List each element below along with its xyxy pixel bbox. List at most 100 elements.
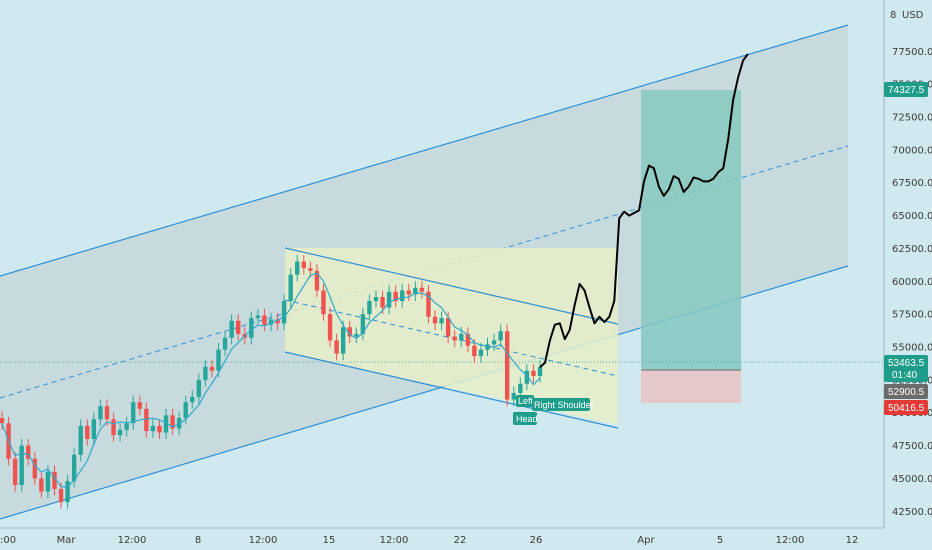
candle-body [518, 383, 523, 394]
candle-body [504, 331, 510, 400]
candle-body [531, 370, 536, 376]
price-tick-label: 55000.0 [892, 343, 932, 354]
moving-average-line [1, 272, 541, 488]
flag-median-line[interactable] [284, 299, 619, 377]
candle-body [367, 301, 372, 315]
time-tick-label: 12:00 [380, 535, 409, 546]
time-tick-label: Mar [57, 535, 77, 546]
candle-body [45, 471, 51, 492]
candle-body [85, 425, 90, 440]
price-tick-label: 72500.0 [892, 113, 932, 124]
currency-label: USD [902, 10, 924, 21]
time-tick-label: 22 [454, 535, 467, 546]
candle-body [235, 320, 241, 334]
candle-body [190, 396, 195, 403]
candle-body [131, 402, 136, 424]
candle-body [209, 366, 215, 371]
candle-body [26, 445, 31, 459]
current-price-tag[interactable] [884, 355, 928, 382]
candle-body [39, 478, 44, 492]
time-tick-label: Apr [637, 535, 655, 546]
candle-body [19, 445, 24, 486]
candle-body [137, 402, 142, 409]
price-tick-label: 67500.0 [892, 178, 932, 189]
price-tick-label: 70000.0 [892, 145, 932, 156]
candle-body [386, 291, 392, 308]
candle-body [183, 402, 188, 418]
left-shoulder-tag[interactable] [516, 395, 534, 407]
candle-body [413, 287, 418, 295]
candle-body [163, 415, 169, 433]
stop-price-tag[interactable] [884, 400, 928, 415]
time-tick-labels: :00 Mar 12:00 8 12:00 15 12:00 22 26 Apr 5 12:00 12 [0, 535, 858, 546]
candle-body [452, 336, 457, 341]
candle-body [275, 319, 280, 324]
channel-upper-line[interactable] [0, 24, 849, 277]
target-price-tag[interactable] [884, 82, 928, 97]
candle-body [432, 316, 438, 324]
candle-body [78, 425, 83, 455]
candle-body [268, 319, 274, 325]
candle-body [157, 425, 162, 433]
right-shoulder-tag[interactable] [532, 398, 590, 411]
head-tag[interactable] [513, 412, 537, 425]
price-tick-label: 42500.0 [892, 507, 932, 518]
candle-body [439, 318, 444, 324]
price-tick-label: 77500.0 [892, 47, 932, 58]
candle-body [426, 291, 431, 317]
candle-body [255, 315, 261, 319]
time-tick-label: 26 [530, 535, 543, 546]
candle-body [445, 318, 451, 337]
candle-body [360, 314, 366, 334]
loss-zone[interactable] [641, 370, 741, 403]
candle-body [524, 370, 530, 384]
candle-body [498, 331, 503, 341]
flag-lower-line[interactable] [284, 351, 619, 429]
flag-upper-line[interactable] [284, 247, 619, 325]
candle-body [222, 337, 228, 350]
time-tick-label: 5 [717, 535, 723, 546]
right-shoulder-label: Right Shoulder [534, 400, 594, 410]
candle-body [301, 261, 307, 269]
candle-body [347, 327, 352, 337]
candle-body [150, 425, 156, 432]
candle-body [406, 290, 411, 295]
candle-body [111, 419, 116, 436]
candle-body [262, 315, 267, 325]
candle-body [71, 454, 77, 482]
candle-body [117, 429, 123, 436]
projection-path[interactable] [539, 53, 749, 368]
candle-body [104, 406, 110, 420]
candle-body [478, 349, 484, 357]
current-price-value: 53463.5 [888, 358, 925, 369]
candle-body [537, 366, 543, 376]
candle-body [288, 274, 293, 302]
candle-body [98, 406, 103, 420]
time-axis[interactable] [0, 528, 932, 550]
candle-body [511, 393, 516, 400]
candle-body [52, 471, 57, 489]
candle-body [32, 458, 38, 479]
candle-body [281, 301, 287, 324]
time-tick-label: 12:00 [118, 535, 147, 546]
candle-body [91, 419, 97, 440]
candle-body [340, 327, 346, 354]
price-tick-label: 62500.0 [892, 244, 932, 255]
candle-body [295, 261, 300, 275]
profit-zone[interactable] [641, 90, 741, 370]
candle-body [472, 345, 477, 357]
candle-body [485, 344, 490, 350]
candle-body [459, 333, 464, 341]
candle-body [373, 297, 379, 302]
candle-body [196, 379, 202, 397]
candle-body [465, 333, 471, 346]
price-tick-label: 57500.0 [892, 310, 932, 321]
candle-body [491, 340, 497, 345]
left-shoulder-label: Left [518, 396, 534, 406]
head-label: Head [516, 414, 538, 424]
flag-zone-fill [285, 248, 618, 425]
candle-body [176, 417, 182, 429]
entry-price-tag[interactable] [884, 384, 928, 399]
